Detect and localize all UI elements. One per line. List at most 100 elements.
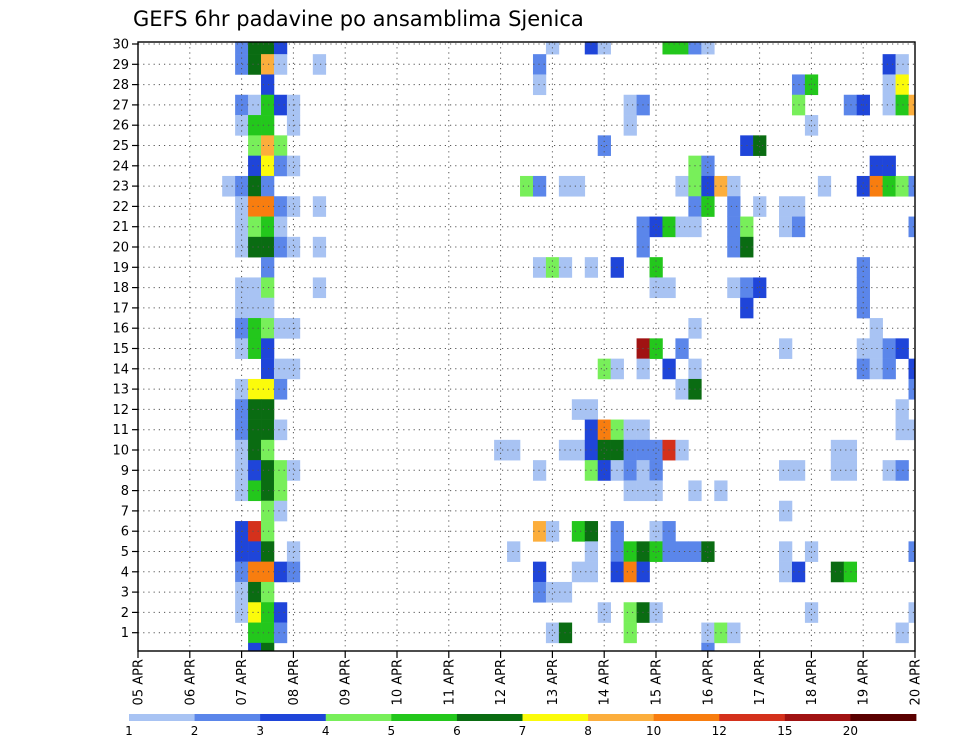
heatmap-cell	[597, 460, 611, 481]
heatmap-cell	[248, 581, 262, 603]
heatmap-cell	[623, 439, 637, 461]
y-tick-label: 10	[112, 444, 129, 459]
colorbar-segment	[850, 714, 917, 721]
heatmap-cell	[248, 399, 262, 420]
y-tick-label: 5	[121, 545, 129, 560]
heatmap-cell	[856, 338, 870, 359]
heatmap-cell	[248, 419, 262, 441]
heatmap-cell	[869, 175, 883, 197]
heatmap-cell	[830, 561, 845, 583]
y-tick-label: 13	[112, 383, 129, 398]
y-tick-label: 8	[121, 484, 129, 499]
colorbar-tick-label: 3	[256, 724, 264, 738]
heatmap-cell	[882, 460, 896, 481]
heatmap-cell	[235, 460, 249, 481]
y-tick-label: 23	[112, 180, 129, 195]
y-tick-label: 6	[121, 525, 129, 540]
y-tick-label: 20	[112, 241, 129, 256]
x-tick-label: 05 APR	[132, 659, 147, 705]
heatmap-cell	[597, 135, 611, 156]
chart-title: GEFS 6hr padavine po ansamblima Sjenica	[133, 7, 584, 31]
heatmap-cell	[908, 602, 916, 623]
heatmap-cell	[273, 460, 288, 481]
x-tick-label: 20 APR	[909, 659, 924, 705]
heatmap-cell	[675, 541, 689, 562]
heatmap-cell	[273, 236, 288, 258]
heatmap-cell	[261, 216, 275, 238]
x-tick-label: 09 APR	[339, 659, 354, 705]
heatmap-cell	[261, 42, 275, 55]
heatmap-cell	[727, 622, 741, 644]
heatmap-cell	[235, 196, 249, 217]
heatmap-cell	[273, 378, 288, 400]
y-tick-label: 24	[112, 159, 129, 174]
heatmap-cell	[235, 216, 249, 238]
colorbar-segment	[260, 714, 327, 721]
x-tick-label: 10 APR	[391, 659, 406, 705]
heatmap-cell	[273, 155, 288, 177]
heatmap-cell	[545, 622, 560, 644]
heatmap-cell	[248, 277, 262, 299]
heatmap-cell	[273, 196, 288, 217]
heatmap-cell	[649, 277, 663, 299]
heatmap-cell	[222, 175, 236, 197]
x-tick-label: 06 APR	[183, 659, 198, 705]
heatmap-cell	[675, 378, 689, 400]
heatmap-cell	[753, 277, 767, 299]
heatmap-cell	[623, 460, 637, 481]
heatmap-cell	[286, 236, 301, 258]
heatmap-cell	[286, 561, 301, 583]
heatmap-cell	[235, 561, 249, 583]
colorbar-tick-label: 20	[843, 724, 858, 738]
heatmap-cell	[248, 642, 262, 652]
heatmap-cell	[507, 541, 521, 562]
heatmap-cell	[675, 439, 689, 461]
heatmap-cell	[235, 602, 249, 623]
colorbar-segment	[653, 714, 720, 721]
y-tick-label: 3	[121, 586, 129, 601]
y-tick-label: 29	[112, 58, 129, 73]
heatmap-cell	[545, 257, 560, 278]
y-tick-label: 14	[112, 362, 129, 377]
heatmap-cell	[248, 54, 262, 75]
heatmap-cell	[312, 196, 327, 217]
heatmap-cell	[248, 521, 262, 542]
heatmap-cell	[273, 419, 288, 441]
heatmap-cell	[649, 439, 663, 461]
heatmap-cell	[261, 378, 275, 400]
heatmap-cell	[261, 439, 275, 461]
heatmap-cell	[597, 439, 611, 461]
heatmap-cell	[701, 196, 715, 217]
heatmap-cell	[701, 622, 715, 644]
heatmap-cell	[895, 54, 909, 75]
heatmap-cell	[908, 94, 916, 116]
heatmap-cell	[261, 521, 275, 542]
heatmap-cell	[261, 642, 275, 652]
heatmap-cell	[261, 622, 275, 644]
colorbar-segment	[719, 714, 786, 721]
heatmap-cell	[507, 439, 521, 461]
colorbar-tick-label: 2	[191, 724, 199, 738]
heatmap-cell	[882, 74, 896, 96]
y-axis: 1234567891011121314151617181920212223242…	[112, 38, 138, 641]
heatmap-cell	[895, 399, 909, 420]
y-tick-label: 25	[112, 139, 129, 154]
heatmap-cell	[623, 94, 637, 116]
heatmap-cell	[882, 175, 896, 197]
heatmap-cell	[675, 338, 689, 359]
heatmap-cell	[895, 460, 909, 481]
heatmap-cell	[261, 115, 275, 136]
y-tick-label: 1	[121, 626, 129, 641]
heatmap-cell	[273, 561, 288, 583]
heatmap-cell	[261, 338, 275, 359]
heatmap-cell	[235, 277, 249, 299]
heatmap-cell	[895, 622, 909, 644]
heatmap-cell	[312, 277, 327, 299]
colorbar-tick-label: 6	[453, 724, 461, 738]
colorbar-segment	[784, 714, 851, 721]
heatmap-cell	[623, 419, 637, 441]
colorbar-segment	[522, 714, 589, 721]
y-tick-label: 11	[112, 423, 129, 438]
heatmap-cell	[261, 419, 275, 441]
